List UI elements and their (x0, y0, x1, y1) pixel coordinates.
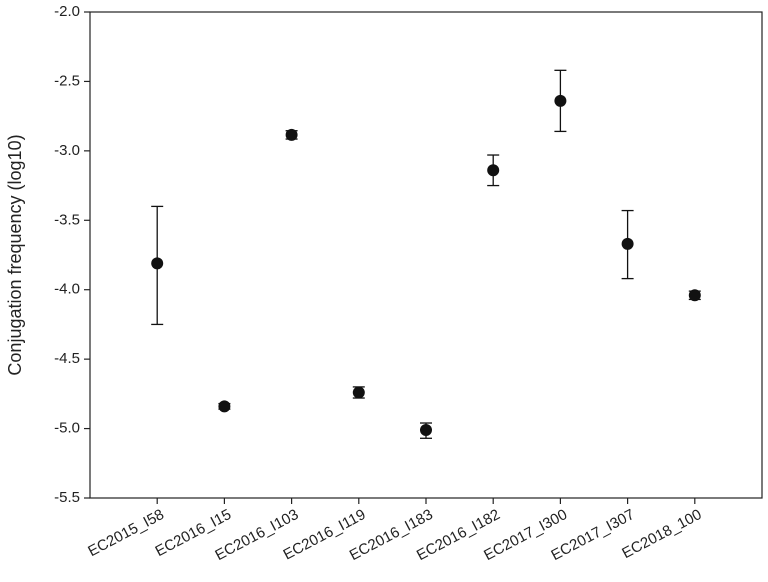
y-axis-label: Conjugation frequency (log10) (5, 134, 25, 375)
point (621, 237, 634, 250)
point (688, 289, 701, 302)
x-tick-label: EC2015_I58 (85, 506, 167, 560)
point (218, 400, 231, 413)
point (151, 257, 164, 270)
y-tick-label: -2.5 (54, 72, 80, 89)
y-tick-label: -4.5 (54, 350, 80, 367)
point (420, 423, 432, 436)
point (352, 386, 365, 399)
y-tick-label: -3.5 (54, 211, 80, 228)
y-tick-label: -2.0 (54, 3, 80, 20)
y-tick-label: -5.0 (54, 420, 80, 437)
point (487, 164, 500, 177)
y-tick-label: -3.0 (54, 142, 80, 159)
point (554, 94, 567, 107)
y-tick-label: -5.5 (54, 489, 80, 506)
y-tick-label: -4.0 (54, 281, 80, 298)
point (285, 128, 298, 141)
